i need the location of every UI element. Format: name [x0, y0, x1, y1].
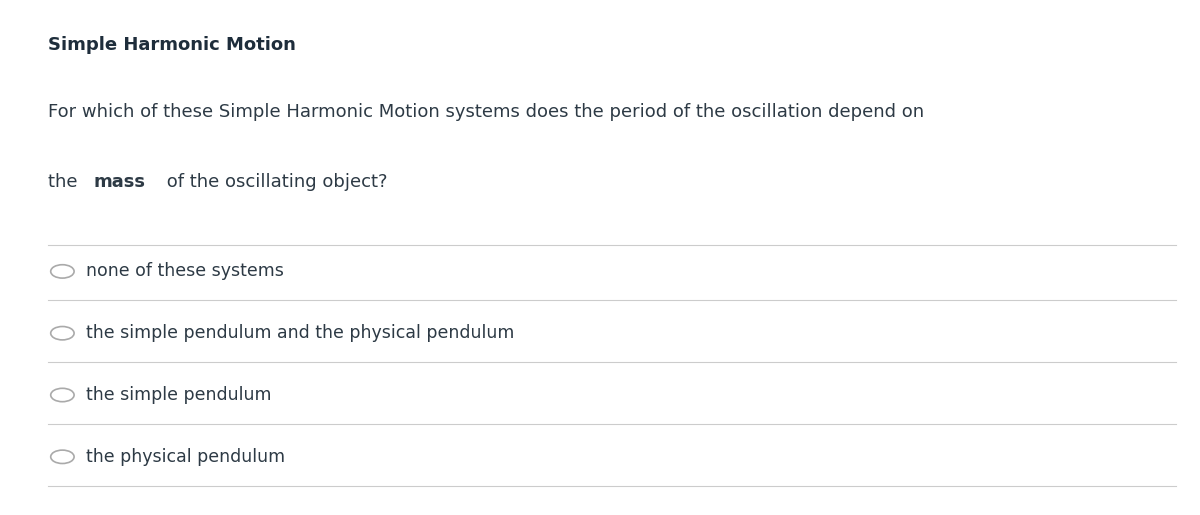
Text: of the oscillating object?: of the oscillating object?	[161, 173, 388, 191]
Text: none of these systems: none of these systems	[86, 263, 284, 280]
Text: the simple pendulum: the simple pendulum	[86, 386, 272, 404]
Text: the physical pendulum: the physical pendulum	[86, 448, 286, 466]
Text: the simple pendulum and the physical pendulum: the simple pendulum and the physical pen…	[86, 324, 515, 342]
Text: Simple Harmonic Motion: Simple Harmonic Motion	[48, 36, 296, 54]
Text: the: the	[48, 173, 83, 191]
Text: mass: mass	[94, 173, 145, 191]
Text: For which of these Simple Harmonic Motion systems does the period of the oscilla: For which of these Simple Harmonic Motio…	[48, 103, 924, 121]
